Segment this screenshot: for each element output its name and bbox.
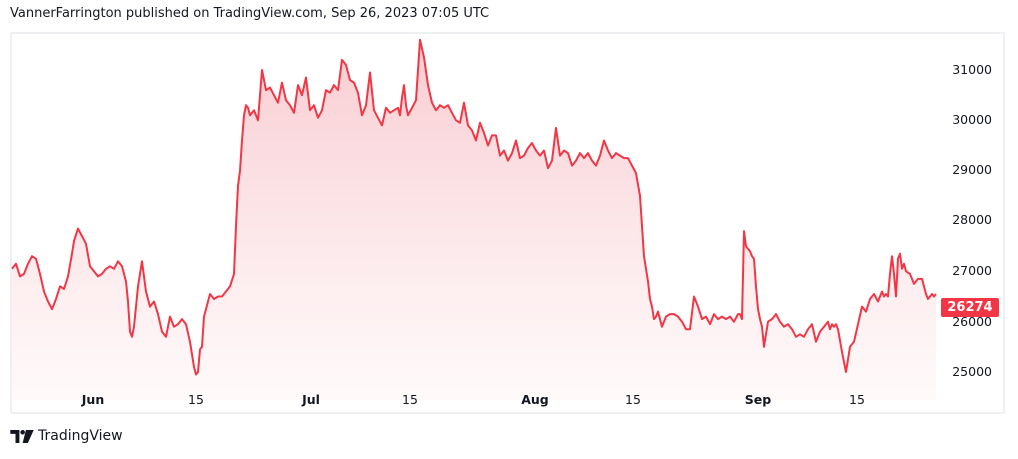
time-axis-label: Jun (81, 392, 105, 407)
tradingview-logo-icon (10, 429, 34, 443)
time-axis-label: 15 (188, 392, 204, 407)
time-axis-label: Jul (302, 392, 320, 407)
price-axis-label: 26000 (952, 314, 992, 329)
chart-frame (10, 32, 1005, 414)
last-price-badge: 26274 (941, 297, 999, 317)
tradingview-branding[interactable]: TradingView (10, 428, 123, 444)
price-line (11, 38, 937, 376)
price-area-fill (12, 39, 936, 401)
price-axis-label: 29000 (952, 162, 992, 177)
time-axis-label: 15 (849, 392, 865, 407)
publish-attribution: VannerFarrington published on TradingVie… (10, 6, 490, 21)
time-axis-label: 15 (402, 392, 418, 407)
tradingview-wordmark: TradingView (38, 428, 123, 444)
price-axis-label: 25000 (952, 364, 992, 379)
price-axis-label: 31000 (952, 62, 992, 77)
price-axis-label: 27000 (952, 263, 992, 278)
time-axis-label: Aug (521, 392, 549, 407)
time-axis-label: 15 (625, 392, 641, 407)
price-axis-label: 28000 (952, 212, 992, 227)
time-axis-label: Sep (744, 392, 772, 407)
price-axis-label: 30000 (952, 112, 992, 127)
